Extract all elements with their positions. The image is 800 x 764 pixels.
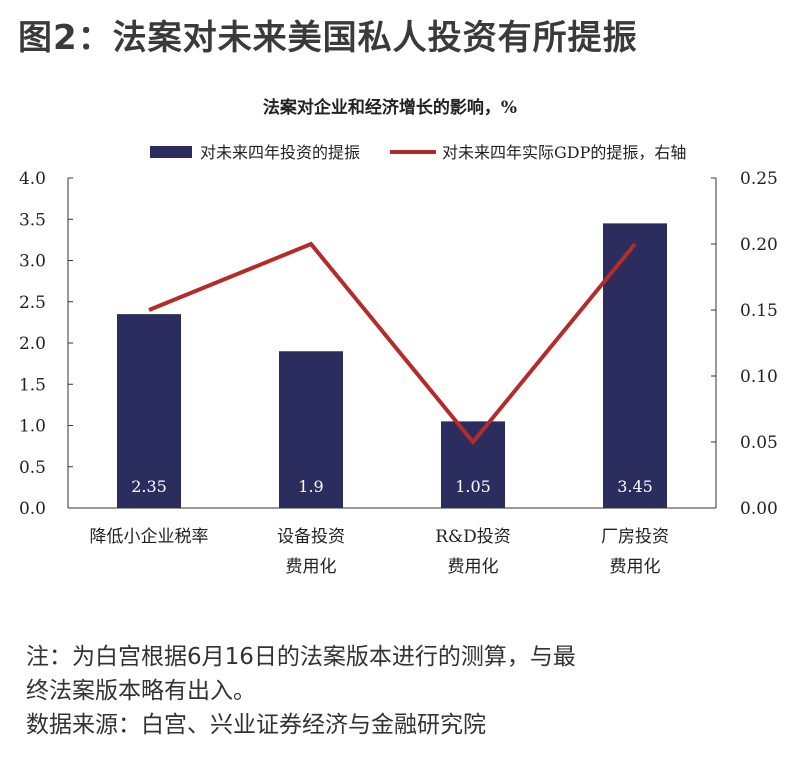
note-line-2: 终法案版本略有出入。 [26,678,256,704]
figure-title: 图2：法案对未来美国私人投资有所提振 [18,18,638,58]
legend: 对未来四年投资的提振 对未来四年实际GDP的提振，右轴 [150,143,686,162]
bar-value-label: 1.05 [455,477,491,496]
y-left-tick-label: 2.5 [19,293,46,313]
category-label: 设备投资 [277,527,345,547]
bar-value-label: 3.45 [617,477,653,496]
y-right-tick-label: 0.05 [740,433,778,453]
bar [279,351,343,508]
category-label: 费用化 [286,557,337,577]
category-label: 厂房投资 [601,527,669,547]
y-right-tick-label: 0.20 [740,235,778,255]
y-left-tick-label: 3.0 [19,252,46,272]
bar-value-label: 1.9 [298,477,323,496]
bar [603,223,667,508]
category-label: 降低小企业税率 [90,527,209,547]
legend-bar-label: 对未来四年投资的提振 [200,143,360,162]
category-label: 费用化 [610,557,661,577]
y-left-tick-label: 3.5 [19,210,46,230]
y-left-tick-label: 1.5 [19,375,46,395]
bar [441,421,505,508]
bar-value-label: 2.35 [131,477,167,496]
legend-line-label: 对未来四年实际GDP的提振，右轴 [442,143,686,162]
category-label: 费用化 [448,557,499,577]
y-left-tick-label: 2.0 [19,334,46,354]
y-right-tick-label: 0.00 [740,499,778,519]
y-left-tick-label: 4.0 [19,169,46,189]
y-right-tick-label: 0.15 [740,301,778,321]
y-left-tick-label: 1.0 [19,417,46,437]
y-right-tick-label: 0.25 [740,169,778,189]
y-right-tick-label: 0.10 [740,367,778,387]
source-line: 数据来源：白宫、兴业证券经济与金融研究院 [26,712,486,738]
chart-title: 法案对企业和经济增长的影响，% [263,97,517,118]
note-line-1: 注：为白宫根据6月16日的法案版本进行的测算，与最 [26,644,576,670]
legend-bar-swatch [150,146,192,158]
notes: 注：为白宫根据6月16日的法案版本进行的测算，与最 终法案版本略有出入。 数据来… [26,640,786,742]
gdp-line [148,241,637,446]
category-label: R&D投资 [435,527,511,547]
y-left-tick-label: 0.5 [19,458,46,478]
chart: 法案对企业和经济增长的影响，% 对未来四年投资的提振 对未来四年实际GDP的提振… [19,97,778,577]
y-left-tick-label: 0.0 [19,499,46,519]
bar [117,314,181,508]
